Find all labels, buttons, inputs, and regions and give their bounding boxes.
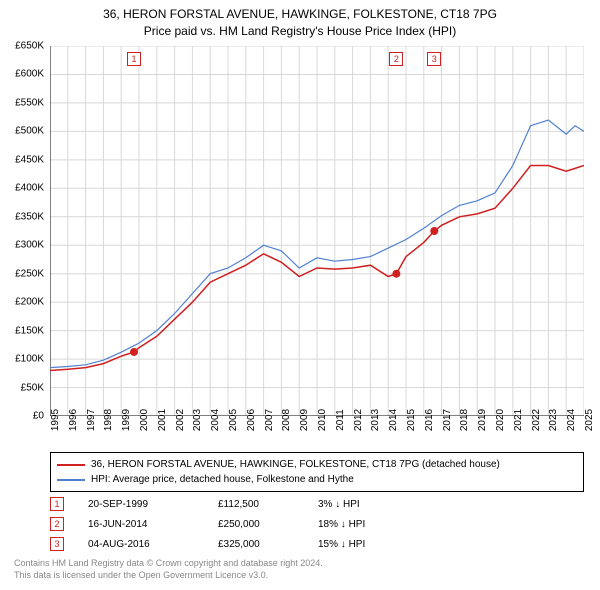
chart-container: 36, HERON FORSTAL AVENUE, HAWKINGE, FOLK… (0, 0, 600, 590)
x-tick-label: 1997 (86, 409, 97, 431)
footer: Contains HM Land Registry data © Crown c… (14, 558, 323, 581)
y-tick-label: £550K (15, 97, 44, 108)
event-number: 3 (50, 537, 64, 551)
title-line-1: 36, HERON FORSTAL AVENUE, HAWKINGE, FOLK… (0, 6, 600, 23)
x-tick-label: 2003 (192, 409, 203, 431)
y-tick-label: £250K (15, 268, 44, 279)
y-tick-label: £450K (15, 154, 44, 165)
legend-swatch (57, 479, 85, 481)
legend-row: 36, HERON FORSTAL AVENUE, HAWKINGE, FOLK… (57, 457, 577, 472)
event-date: 20-SEP-1999 (88, 499, 218, 510)
event-row: 1 20-SEP-1999£112,5003% ↓ HPI (50, 494, 584, 514)
event-number: 2 (50, 517, 64, 531)
x-tick-label: 2024 (566, 409, 577, 431)
legend-label: HPI: Average price, detached house, Folk… (91, 472, 354, 487)
legend-swatch (57, 464, 85, 466)
y-tick-label: £400K (15, 183, 44, 194)
x-tick-label: 2009 (299, 409, 310, 431)
x-tick-label: 2016 (424, 409, 435, 431)
y-tick-label: £600K (15, 69, 44, 80)
y-tick-label: £200K (15, 297, 44, 308)
x-tick-label: 2019 (477, 409, 488, 431)
legend-row: HPI: Average price, detached house, Folk… (57, 472, 577, 487)
event-row: 3 04-AUG-2016£325,00015% ↓ HPI (50, 534, 584, 554)
x-tick-label: 2005 (228, 409, 239, 431)
x-tick-label: 2021 (513, 409, 524, 431)
y-tick-label: £650K (15, 41, 44, 52)
legend-label: 36, HERON FORSTAL AVENUE, HAWKINGE, FOLK… (91, 457, 500, 472)
x-tick-label: 2012 (353, 409, 364, 431)
event-date: 16-JUN-2014 (88, 519, 218, 530)
event-marker-box: 1 (127, 52, 141, 66)
y-tick-label: £150K (15, 325, 44, 336)
x-tick-label: 2001 (157, 409, 168, 431)
title-block: 36, HERON FORSTAL AVENUE, HAWKINGE, FOLK… (0, 0, 600, 40)
x-tick-label: 2006 (246, 409, 257, 431)
event-hpi: 15% ↓ HPI (318, 539, 418, 550)
x-tick-label: 2010 (317, 409, 328, 431)
x-tick-label: 2007 (264, 409, 275, 431)
y-tick-label: £300K (15, 240, 44, 251)
event-price: £250,000 (218, 519, 318, 530)
x-tick-label: 2011 (335, 409, 346, 431)
event-price: £325,000 (218, 539, 318, 550)
event-row: 2 16-JUN-2014£250,00018% ↓ HPI (50, 514, 584, 534)
x-tick-label: 2025 (584, 409, 595, 431)
footer-line-2: This data is licensed under the Open Gov… (14, 570, 323, 582)
event-number: 1 (50, 497, 64, 511)
event-hpi: 3% ↓ HPI (318, 499, 418, 510)
x-tick-label: 1995 (50, 409, 61, 431)
x-tick-label: 2022 (531, 409, 542, 431)
y-tick-label: £0 (33, 411, 44, 422)
x-tick-label: 1996 (68, 409, 79, 431)
x-tick-label: 2000 (139, 409, 150, 431)
y-tick-label: £100K (15, 354, 44, 365)
x-tick-label: 2014 (388, 409, 399, 431)
x-tick-label: 2013 (370, 409, 381, 431)
events-table: 1 20-SEP-1999£112,5003% ↓ HPI 2 16-JUN-2014… (50, 494, 584, 554)
x-tick-label: 2017 (442, 409, 453, 431)
x-tick-label: 2015 (406, 409, 417, 431)
event-marker-box: 3 (427, 52, 441, 66)
x-tick-label: 2018 (459, 409, 470, 431)
line-chart (50, 46, 584, 416)
y-tick-label: £350K (15, 211, 44, 222)
x-tick-label: 2002 (175, 409, 186, 431)
x-tick-label: 2023 (548, 409, 559, 431)
y-tick-label: £50K (21, 382, 44, 393)
x-tick-label: 2020 (495, 409, 506, 431)
chart-area: £0£50K£100K£150K£200K£250K£300K£350K£400… (50, 46, 584, 416)
x-tick-label: 1998 (103, 409, 114, 431)
event-date: 04-AUG-2016 (88, 539, 218, 550)
x-tick-label: 2004 (210, 409, 221, 431)
event-price: £112,500 (218, 499, 318, 510)
x-tick-label: 1999 (121, 409, 132, 431)
legend: 36, HERON FORSTAL AVENUE, HAWKINGE, FOLK… (50, 452, 584, 492)
x-tick-label: 2008 (281, 409, 292, 431)
title-line-2: Price paid vs. HM Land Registry's House … (0, 23, 600, 40)
footer-line-1: Contains HM Land Registry data © Crown c… (14, 558, 323, 570)
event-hpi: 18% ↓ HPI (318, 519, 418, 530)
event-marker-box: 2 (389, 52, 403, 66)
y-tick-label: £500K (15, 126, 44, 137)
